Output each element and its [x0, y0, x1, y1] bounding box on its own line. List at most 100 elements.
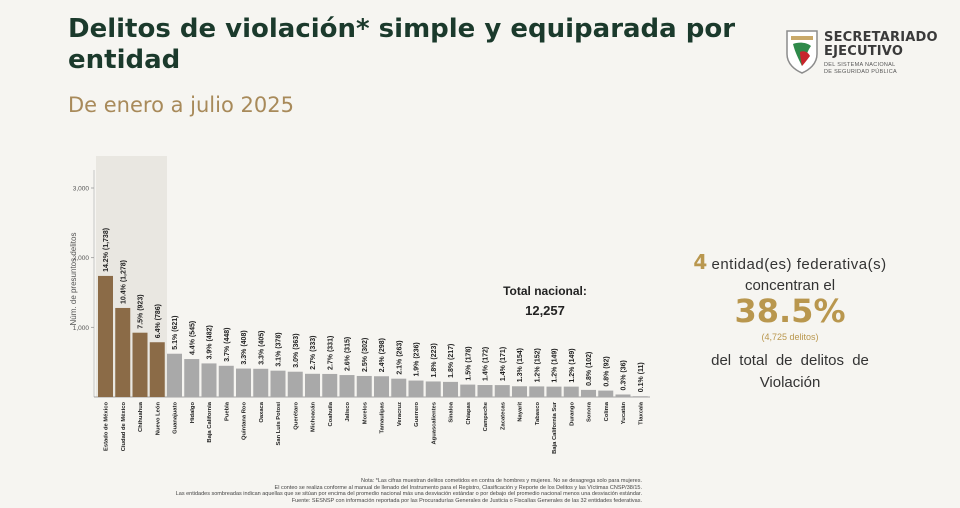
- summary-line-1-text: entidad(es) federativa(s): [711, 256, 887, 273]
- data-label: 1.3% (154): [517, 348, 524, 382]
- y-tick-label: 3,000: [73, 186, 90, 193]
- data-label: 2.7% (331): [327, 336, 334, 370]
- category-label: Puebla: [224, 401, 230, 421]
- summary-line-2: concentran el: [744, 277, 836, 294]
- data-label: 2.5% (302): [362, 338, 369, 372]
- category-label: Guerrero: [414, 402, 420, 427]
- footnotes: Nota: *Las cifras muestran delitos comet…: [60, 478, 642, 504]
- data-label: 3.0% (363): [293, 333, 300, 367]
- category-label: Oaxaca: [259, 401, 265, 422]
- logo-line-1: SECRETARIADO: [824, 30, 938, 45]
- data-label: 2.6% (315): [345, 337, 352, 371]
- category-label: Jalisco: [345, 402, 351, 422]
- data-label: 0.8% (92): [603, 356, 610, 386]
- y-tick-label: 2,000: [73, 255, 90, 262]
- bar-7: [201, 363, 217, 397]
- data-label: 2.1% (263): [396, 340, 403, 374]
- category-label: Chihuahua: [138, 401, 144, 432]
- data-label: 3.7% (448): [224, 328, 231, 362]
- logo-line-4: DE SEGURIDAD PÚBLICA: [824, 69, 897, 75]
- category-label: Yucatán: [621, 402, 627, 425]
- bar-11: [270, 370, 286, 397]
- total-label: Total nacional:: [503, 284, 587, 298]
- bar-4: [149, 342, 165, 397]
- note-line: Nota: *Las cifras muestran delitos comet…: [361, 478, 642, 484]
- bar-23: [477, 385, 493, 397]
- bar-31: [615, 394, 631, 397]
- data-label: 2.4% (298): [379, 338, 386, 372]
- data-label: 1.2% (149): [552, 348, 559, 382]
- category-label: Zacatecas: [500, 402, 506, 430]
- data-label: 3.3% (405): [258, 331, 265, 365]
- data-label: 1.4% (172): [483, 347, 490, 381]
- bar-19: [408, 380, 424, 397]
- category-label: Querétaro: [293, 402, 299, 430]
- bar-25: [512, 386, 527, 397]
- total-box: Total nacional: 12,257: [470, 282, 620, 320]
- category-label: Tlaxcala: [638, 401, 644, 425]
- bar-1: [98, 275, 113, 397]
- bar-12: [287, 371, 303, 397]
- data-label: 1.2% (152): [534, 348, 541, 382]
- data-label: 7.5% (923): [138, 294, 145, 328]
- bar-29: [581, 389, 596, 397]
- bar-10: [253, 368, 269, 397]
- category-label: Baja California: [207, 401, 213, 442]
- bar-32: [632, 396, 648, 397]
- bar-6: [184, 359, 200, 397]
- category-label: Campeche: [483, 401, 489, 431]
- shield-logo-icon: [786, 30, 818, 74]
- page-subtitle: De enero a julio 2025: [68, 93, 294, 117]
- category-label: Baja California Sur: [552, 401, 558, 454]
- data-label: 3.9% (482): [207, 325, 214, 359]
- bar-chart: 1,000 2,000 3,000 Núm. de presuntos delitos…: [69, 156, 650, 454]
- category-label: San Luis Potosí: [276, 402, 282, 446]
- data-label: 4.4% (545): [189, 321, 196, 355]
- bar-16: [356, 375, 372, 397]
- secretariado-logo: SECRETARIADO EJECUTIVO DEL SISTEMA NACIO…: [784, 28, 944, 78]
- note-line: El conteo se realiza conforme al manual …: [274, 484, 642, 491]
- category-label: Aguascalientes: [431, 402, 437, 445]
- summary-line-3: del total de delitos de: [711, 352, 869, 369]
- category-label: Coahuila: [328, 401, 334, 426]
- data-label: 0.8% (102): [586, 352, 593, 386]
- data-label: 6.4% (786): [155, 304, 162, 338]
- category-label: Quintana Roo: [242, 402, 248, 440]
- bar-28: [563, 386, 579, 397]
- category-label: Tamaulipas: [380, 402, 386, 433]
- category-label: Tabasco: [535, 402, 541, 426]
- data-label: 1.5% (178): [465, 346, 472, 380]
- data-label: 1.2% (149): [569, 348, 576, 382]
- category-label: Morelos: [362, 402, 368, 424]
- data-label: 1.8% (223): [431, 343, 438, 377]
- summary-detail: (4,725 delitos): [761, 332, 819, 342]
- summary-line-4: Violación: [759, 374, 821, 391]
- summary-count: 4: [693, 250, 708, 274]
- note-line: Fuente: SESNSP con información reportada…: [291, 497, 642, 504]
- total-value: 12,257: [525, 303, 565, 318]
- bar-18: [391, 378, 407, 397]
- category-label: Hidalgo: [190, 402, 196, 424]
- bar-13: [305, 373, 320, 397]
- category-label: Sinaloa: [449, 401, 455, 422]
- y-axis-label: Núm. de presuntos delitos: [69, 233, 78, 326]
- data-label: 0.3% (36): [621, 360, 628, 390]
- bar-27: [546, 386, 562, 397]
- data-label: 3.3% (408): [241, 330, 248, 364]
- logo-line-2: EJECUTIVO: [824, 44, 904, 59]
- data-label: 0.1% (11): [638, 362, 645, 392]
- category-label: Chiapas: [466, 402, 472, 425]
- data-label: 10.4% (1,278): [120, 260, 127, 304]
- bar-24: [494, 385, 510, 397]
- data-label: 3.1% (378): [276, 332, 283, 366]
- bar-20: [425, 381, 441, 397]
- bar-26: [529, 386, 545, 397]
- data-label: 1.8% (217): [448, 344, 455, 378]
- bar-14: [322, 373, 338, 397]
- category-label: Veracruz: [397, 402, 403, 426]
- summary-percent: 38.5%: [734, 292, 846, 330]
- bar-2: [115, 307, 131, 397]
- category-label: Michoacán: [311, 402, 317, 432]
- category-label: Estado de México: [104, 402, 110, 451]
- note-line: Las entidades sombreadas indican aquella…: [175, 491, 642, 497]
